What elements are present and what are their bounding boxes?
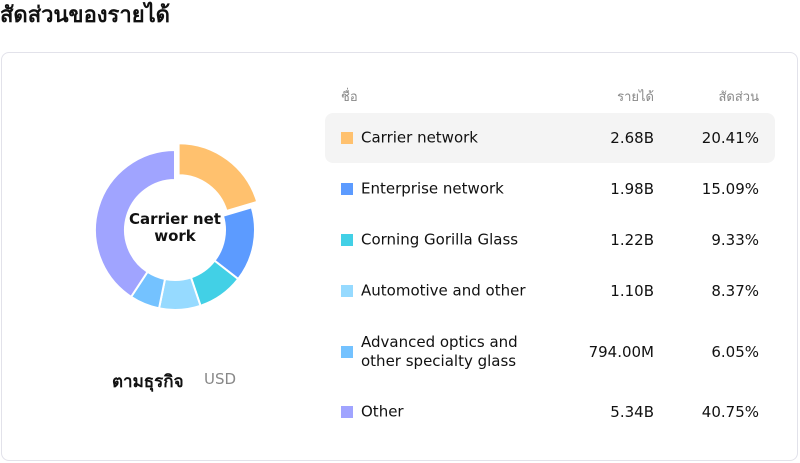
table-row[interactable]: Corning Gorilla Glass 1.22B 9.33%	[325, 215, 775, 265]
row-name: Carrier network	[361, 128, 478, 147]
donut-slice[interactable]	[177, 142, 259, 213]
table-row[interactable]: Other 5.34B 40.75%	[325, 387, 775, 437]
row-share: 40.75%	[701, 403, 759, 421]
header-name: ชื่อ	[341, 90, 358, 105]
row-revenue: 1.98B	[610, 180, 654, 198]
donut-center-label: Carrier net work	[115, 211, 235, 245]
row-name: Automotive and other	[361, 281, 526, 300]
donut-slice[interactable]	[94, 148, 176, 299]
table-row[interactable]: Automotive and other 1.10B 8.37%	[325, 266, 775, 316]
header-share: สัดส่วน	[718, 90, 760, 105]
row-revenue: 2.68B	[610, 129, 654, 147]
row-share: 9.33%	[711, 231, 759, 249]
page-title: สัดส่วนของรายได้	[0, 3, 170, 28]
segment-label[interactable]: ตามธุรกิจ	[112, 372, 184, 392]
legend-swatch	[341, 183, 353, 195]
center-label-line2: work	[154, 227, 196, 245]
legend-swatch	[341, 234, 353, 246]
table-row[interactable]: Advanced optics and other specialty glas…	[325, 327, 775, 377]
legend-swatch	[341, 406, 353, 418]
row-revenue: 1.10B	[610, 282, 654, 300]
currency-label: USD	[204, 370, 237, 388]
row-share: 15.09%	[701, 180, 759, 198]
donut-chart	[94, 142, 259, 311]
row-name: Advanced optics and other specialty glas…	[361, 333, 518, 370]
row-revenue: 1.22B	[610, 231, 654, 249]
row-revenue: 794.00M	[588, 343, 654, 361]
revenue-card	[1, 52, 798, 461]
center-label-line1: Carrier net	[129, 210, 221, 228]
row-share: 8.37%	[711, 282, 759, 300]
row-name: Corning Gorilla Glass	[361, 230, 519, 249]
legend-swatch	[341, 132, 353, 144]
table-row[interactable]: Carrier network 2.68B 20.41%	[325, 113, 775, 163]
table-row[interactable]: Enterprise network 1.98B 15.09%	[325, 164, 775, 214]
row-share: 20.41%	[701, 129, 759, 147]
row-revenue: 5.34B	[610, 403, 654, 421]
header-revenue: รายได้	[617, 90, 654, 105]
legend-swatch	[341, 346, 353, 358]
row-share: 6.05%	[711, 343, 759, 361]
row-name: Other	[361, 402, 404, 421]
legend-swatch	[341, 285, 353, 297]
row-name: Enterprise network	[361, 179, 504, 198]
